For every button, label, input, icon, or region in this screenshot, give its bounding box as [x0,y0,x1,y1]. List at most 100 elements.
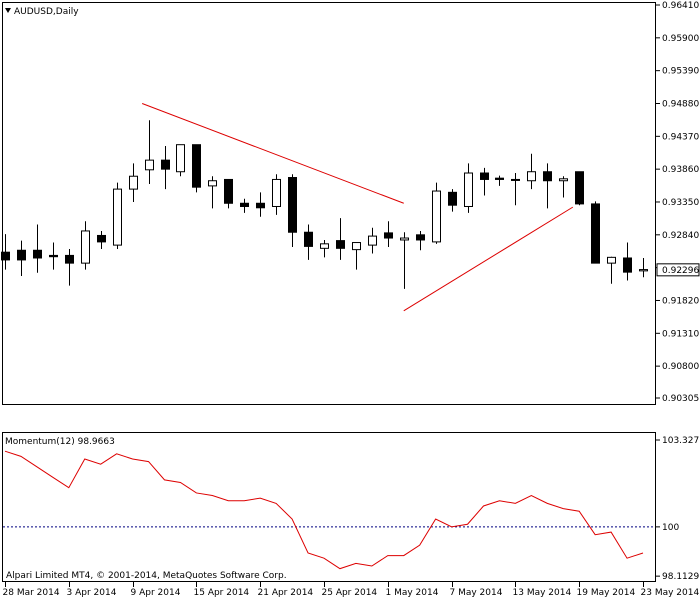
candle-body-bear [65,254,74,264]
candle [495,175,504,186]
candle [81,221,90,270]
candle-body-bull [400,237,409,241]
candle [129,163,138,202]
time-tick-label: 23 May 2014 [641,588,700,598]
candle-body-bear [304,231,313,247]
candle [511,173,520,206]
current-price-box [656,263,700,277]
candle [639,257,648,278]
candle-body-bear [480,172,489,180]
candle [336,218,345,260]
candle [543,163,552,209]
copyright-footer: Alpari Limited MT4, © 2001-2014, MetaQuo… [6,571,287,581]
candle [224,178,233,209]
candle [145,120,154,184]
candle-body-bull [208,180,217,187]
candle [480,167,489,196]
momentum-line [4,450,644,570]
candle-body-bull [559,178,568,182]
candle-body-bear [192,144,201,188]
price-tick-label: 0.94880 [662,99,699,109]
candle [65,248,74,286]
candle-body-bull [511,178,520,181]
candle-body-bear [224,178,233,204]
momentum-axis: 103.3277 100 98.1129 [656,436,700,582]
candle-body-bear [1,251,10,261]
candle-body-bull [272,178,281,207]
candle [161,145,170,190]
candle [288,174,297,248]
candle-body-bull [432,190,441,243]
candle [208,176,217,209]
candle-body-bull [607,256,616,264]
candle-body-bear [97,234,106,243]
candle-body-bear [256,202,265,209]
time-tick-label: 7 May 2014 [450,588,503,598]
candle-body-bear [17,249,26,261]
candle [384,221,393,248]
time-tick-label: 25 Apr 2014 [322,588,378,598]
candle [97,230,106,249]
candle-body-bear [240,202,249,207]
candle-body-bear [161,159,170,170]
candle-body-bull [639,269,648,272]
price-tick-label: 0.95900 [662,34,699,44]
candle [33,224,42,273]
candle-body-bull [320,243,329,249]
candle [320,239,329,258]
price-tick-label: 0.92840 [662,231,699,241]
price-tick-label: 0.91310 [662,329,699,339]
triangle-down-icon[interactable] [5,8,11,13]
candle [352,242,361,270]
candle [400,232,409,289]
candle-body-bear [416,234,425,241]
candle-body-bear [591,203,600,264]
candle [17,240,26,277]
candle [527,153,536,190]
candle-body-bull [464,172,473,207]
candle [272,174,281,215]
candle-body-bear [288,177,297,233]
price-tick-label: 0.91820 [662,296,699,306]
time-tick-label: 13 May 2014 [513,588,572,598]
candle [464,163,473,213]
candle [240,198,249,213]
candle-body-bear [543,171,552,182]
candle-body-bear [495,177,504,180]
candle [176,144,185,177]
candle [607,256,616,284]
price-tick-label: 0.96410 [662,1,699,11]
time-tick-label: 21 Apr 2014 [258,588,314,598]
momentum-plot [3,450,655,570]
price-chart-title: AUDUSD,Daily [14,7,79,17]
trendline[interactable] [141,103,404,204]
price-panel-frame [2,2,656,405]
candle [368,227,377,254]
time-tick-label: 15 Apr 2014 [194,588,250,598]
price-tick-label: 0.93860 [662,165,699,175]
candle [559,176,568,198]
candle-body-bull [113,188,122,246]
price-tick-label: 0.90305 [662,394,699,404]
momentum-title: Momentum(12) 98.9663 [5,437,115,447]
current-price-label: 0.92296 [662,266,699,276]
candle-body-bear [33,249,42,259]
candle [192,144,201,193]
momentum-tick-label: 100 [662,523,679,533]
candle-body-bear [336,240,345,249]
candle-body-bear [49,254,58,258]
price-axis: 0.96410 0.95900 0.95390 0.94880 0.94370 0.938… [656,1,700,404]
candle [304,224,313,260]
candle-body-bull [352,242,361,251]
candle-body-bull [527,171,536,182]
candle-body-bull [368,235,377,246]
price-tick-label: 0.93350 [662,198,699,208]
time-tick-label: 9 Apr 2014 [131,588,181,598]
candle [575,171,584,206]
time-tick-label: 19 May 2014 [577,588,636,598]
trendline[interactable] [403,206,574,312]
time-tick-label: 28 Mar 2014 [3,588,60,598]
price-tick-label: 0.95390 [662,67,699,77]
